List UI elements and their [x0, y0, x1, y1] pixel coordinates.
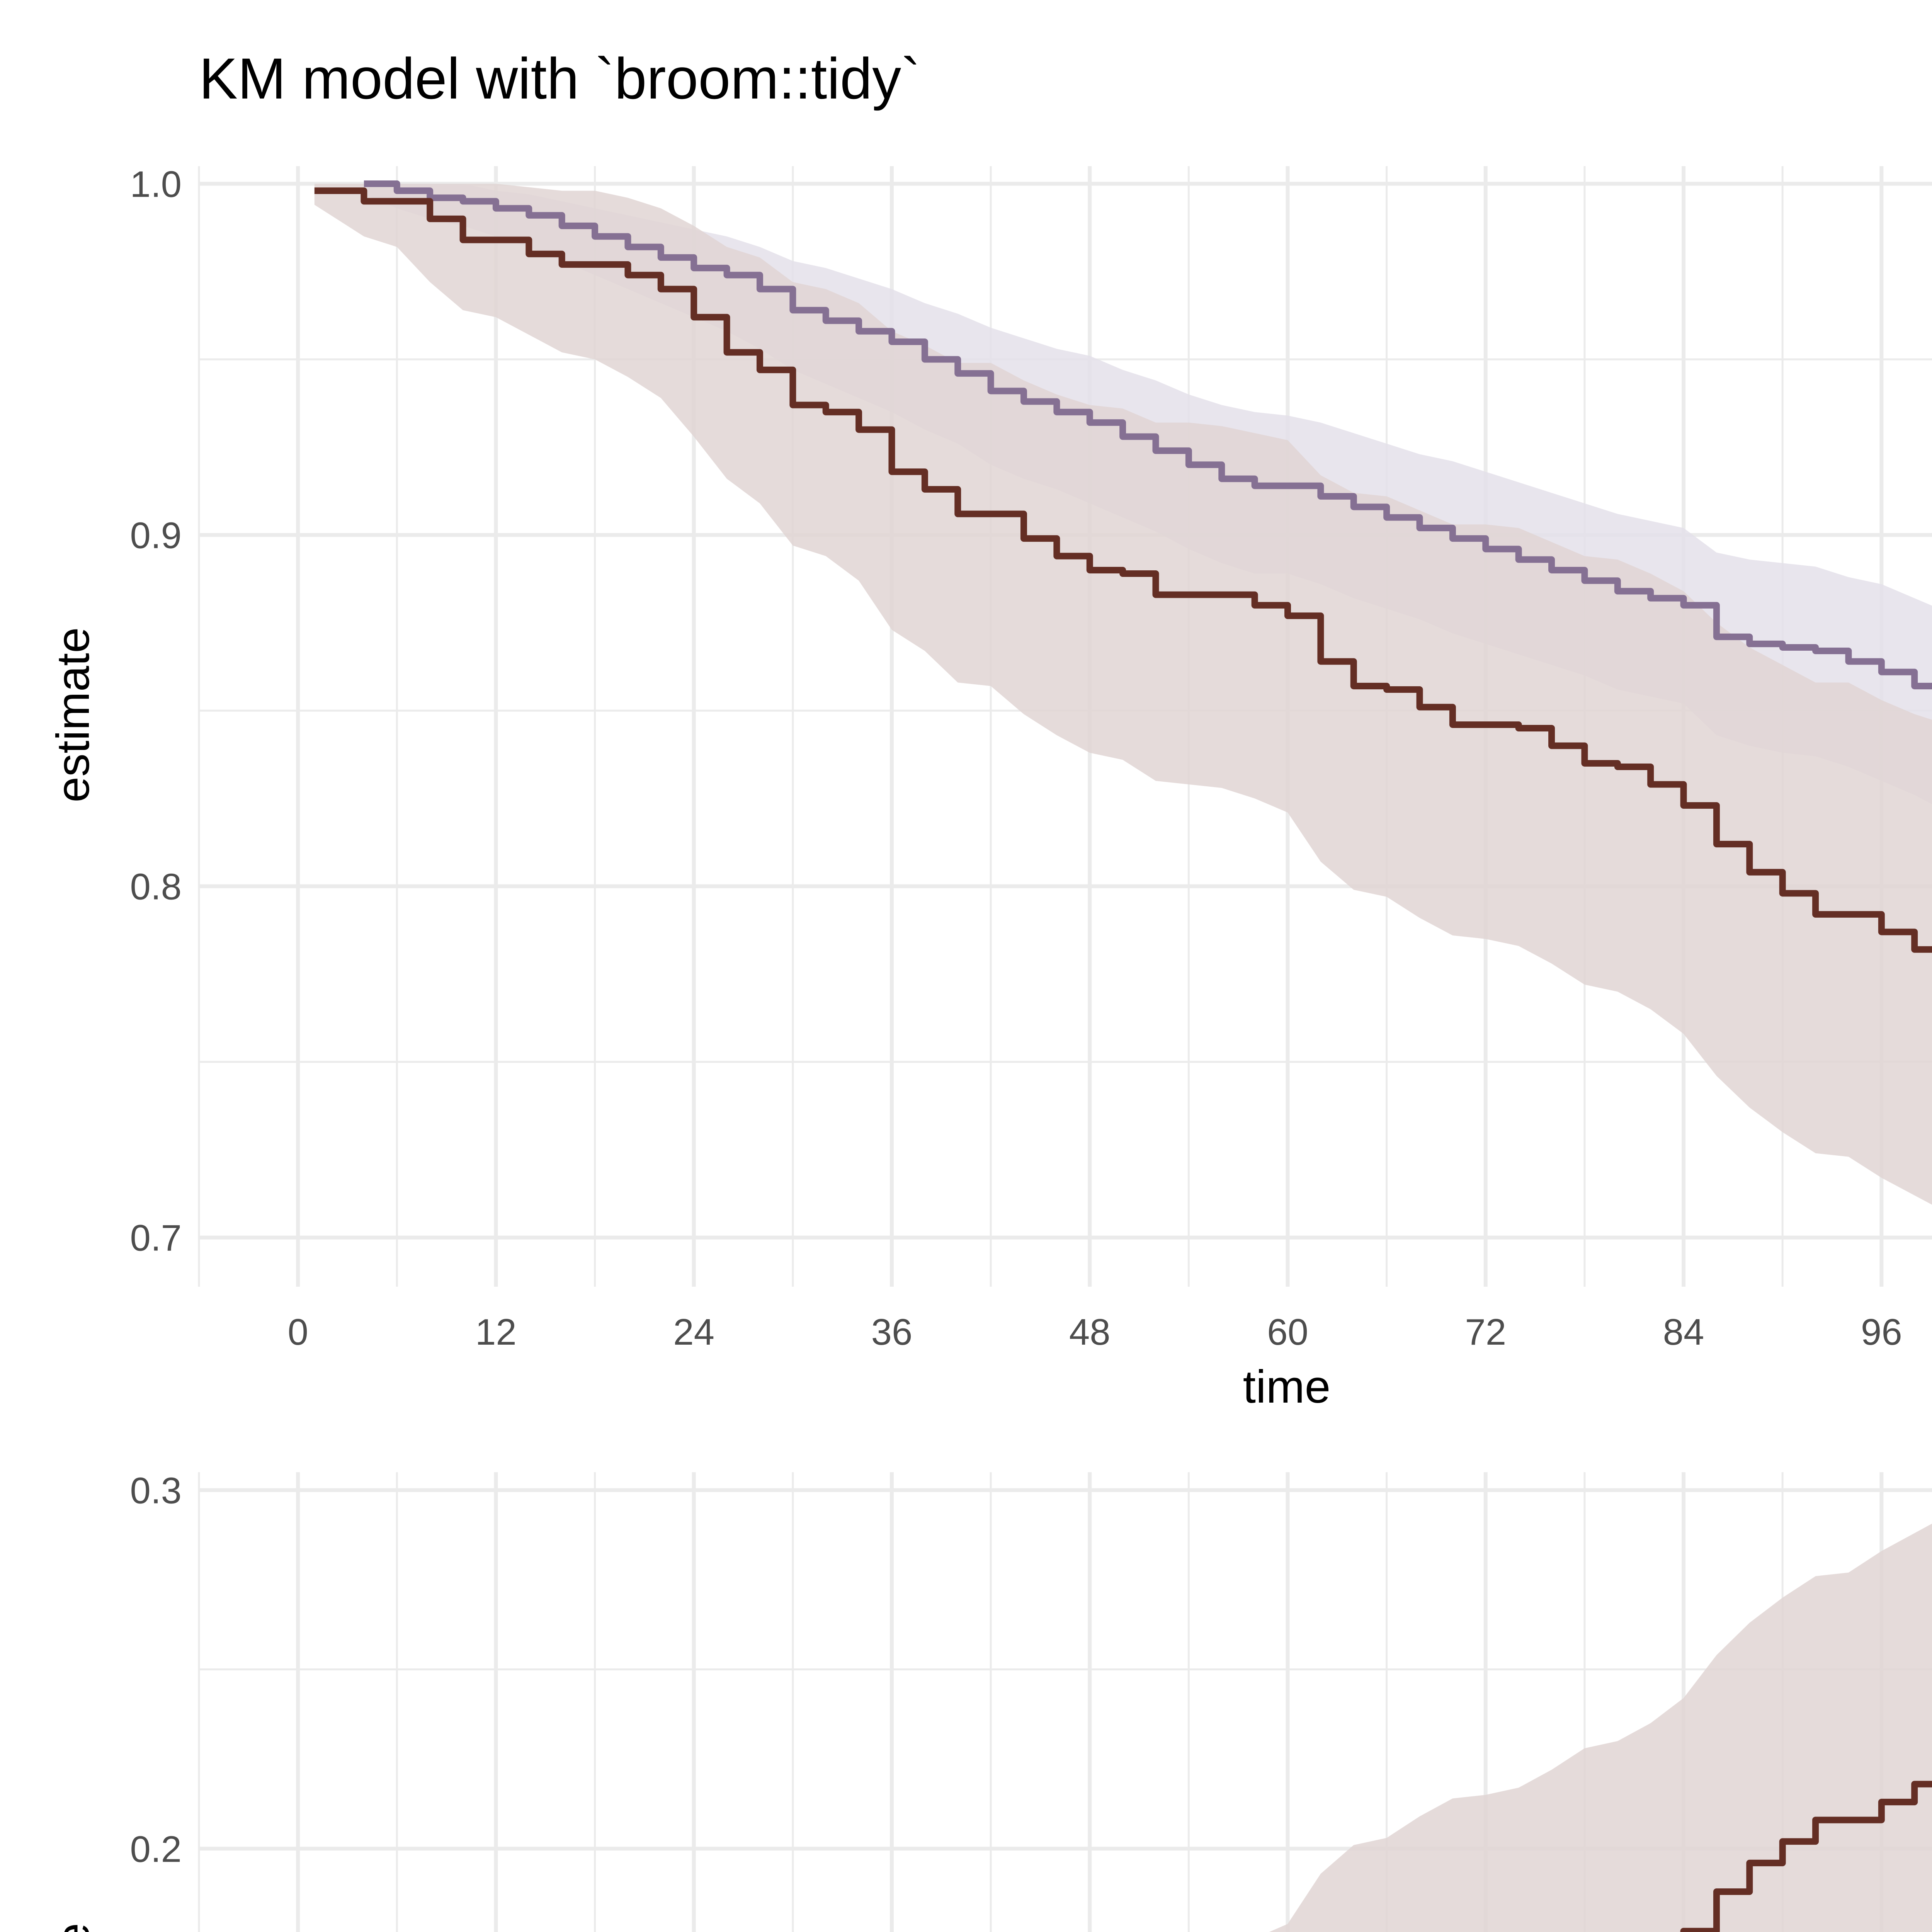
x-ticks-top: 01224364860728496108120: [287, 1311, 1902, 1353]
x-axis-title-top: time: [1243, 1361, 1331, 1413]
lines-bottom: [1680, 1781, 1932, 1932]
panel-bottom-one-minus-estimate: 0.00.10.20.3 01224364860728496108120 tim…: [47, 1470, 1932, 1932]
y-axis-title-top: estimate: [47, 627, 99, 803]
x-tick-label: 96: [1861, 1311, 1902, 1353]
km-step-line-qsmk1: [1680, 1781, 1932, 1932]
y-tick-label: 0.7: [130, 1218, 182, 1259]
lines-top: [314, 180, 1932, 953]
ci-bands-bottom: [1269, 1524, 1932, 1932]
y-ticks-bottom: 0.00.10.20.3: [130, 1470, 182, 1870]
grid-bottom: [198, 1472, 1932, 1932]
panel-top-estimate: 0.70.80.91.0 01224364860728496108120 tim…: [47, 163, 1932, 1413]
y-ticks-top: 0.7 0.8 0.9 1.0: [130, 163, 182, 1259]
y-tick-label: 0.9: [130, 515, 182, 556]
x-tick-label: 36: [871, 1311, 913, 1353]
x-tick-label: 48: [1069, 1311, 1111, 1353]
y-axis-title-bottom: 1 - estimate: [47, 1923, 99, 1932]
x-tick-label: 60: [1267, 1311, 1308, 1353]
km-step-line-qsmk1: [314, 187, 1932, 953]
x-tick-label: 0: [287, 1311, 308, 1353]
km-step-line-qsmk0: [364, 180, 1932, 689]
chart-title: KM model with `broom::tidy`: [199, 46, 920, 111]
x-tick-label: 12: [475, 1311, 517, 1353]
y-tick-label: 0.8: [130, 866, 182, 908]
x-tick-label: 24: [673, 1311, 714, 1353]
ci-band-qsmk1: [314, 184, 1932, 1205]
y-tick-label: 1.0: [130, 163, 182, 205]
x-tick-label: 72: [1465, 1311, 1506, 1353]
x-tick-label: 84: [1663, 1311, 1704, 1353]
ci-bands-top: [314, 184, 1932, 1205]
y-tick-label: 0.3: [130, 1470, 182, 1511]
ci-band-qsmk1: [1269, 1524, 1932, 1932]
y-tick-label: 0.2: [130, 1828, 182, 1870]
